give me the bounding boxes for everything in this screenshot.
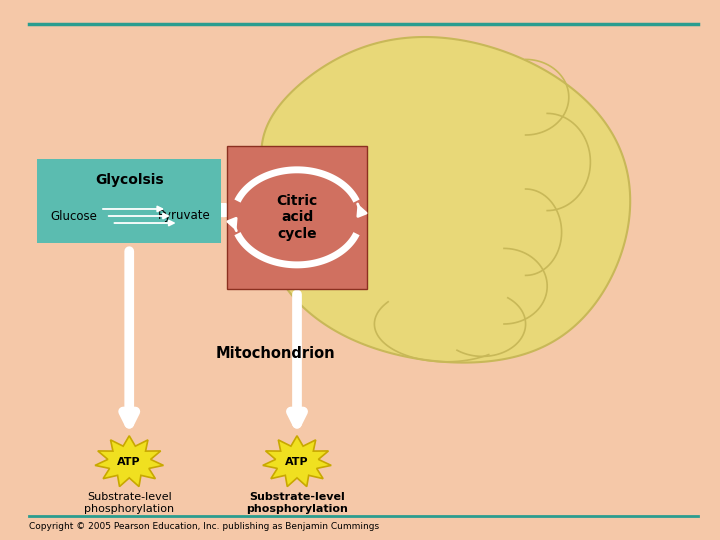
Text: Copyright © 2005 Pearson Education, Inc. publishing as Benjamin Cummings: Copyright © 2005 Pearson Education, Inc.…	[29, 522, 379, 531]
Text: Glucose: Glucose	[50, 210, 97, 222]
Bar	[227, 146, 367, 289]
Text: ATP: ATP	[285, 457, 309, 467]
Polygon shape	[263, 436, 331, 487]
Text: Glycolsis: Glycolsis	[95, 173, 163, 187]
Text: Substrate-level
phosphorylation: Substrate-level phosphorylation	[246, 492, 348, 514]
Bar	[37, 159, 221, 243]
Polygon shape	[95, 436, 163, 487]
Text: Mitochondrion: Mitochondrion	[216, 346, 336, 361]
Text: Substrate-level
phosphorylation: Substrate-level phosphorylation	[84, 492, 174, 514]
Polygon shape	[261, 37, 630, 362]
Text: ATP: ATP	[117, 457, 141, 467]
Text: Pyruvate: Pyruvate	[158, 210, 210, 222]
Text: Citric
acid
cycle: Citric acid cycle	[276, 194, 318, 240]
